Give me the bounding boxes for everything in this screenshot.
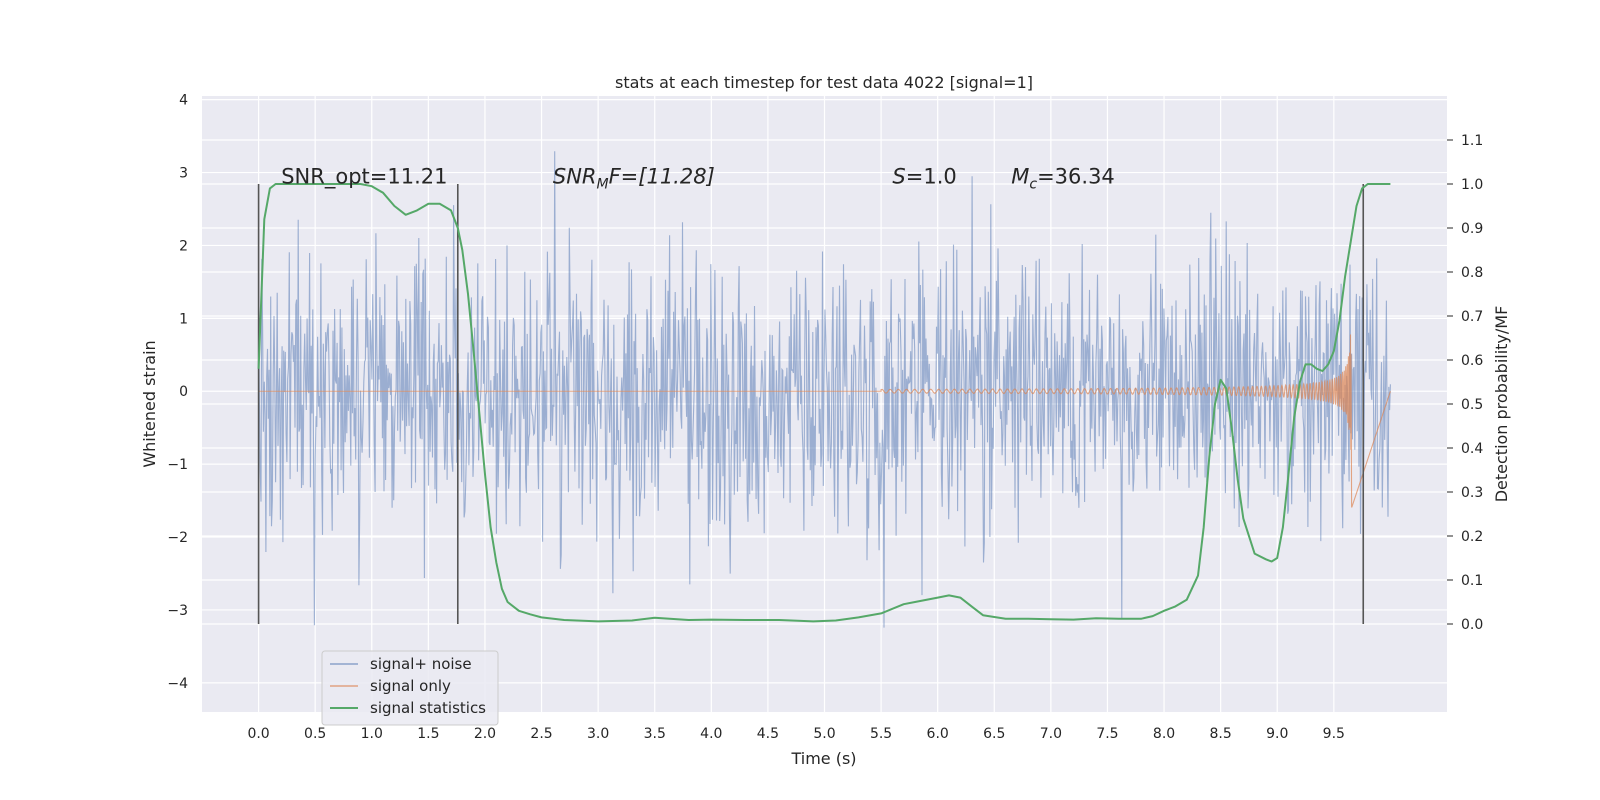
y-axis-label: Whitened strain <box>140 340 159 467</box>
chart-title: stats at each timestep for test data 402… <box>615 73 1033 92</box>
x-tick-label: 2.0 <box>474 726 496 742</box>
stats-line <box>257 183 1391 623</box>
legend: signal+ noise signal only signal statist… <box>321 650 499 726</box>
y-tick-label: −1 <box>167 457 188 473</box>
x-tick-label: 5.5 <box>870 726 892 742</box>
y-tick-label: −4 <box>167 676 188 692</box>
y2-tick-label: 0.6 <box>1461 353 1483 369</box>
legend-label-noise: signal+ noise <box>370 655 472 673</box>
x-axis-ticks: 0.0 0.5 1.0 1.5 2.0 2.5 3.0 3.5 4.0 4.5 5.0 5.5 6.0 6… <box>247 726 1344 742</box>
legend-label-signal: signal only <box>370 677 451 695</box>
x-tick-label: 6.0 <box>927 726 949 742</box>
annotation-text: Mc=36.34 <box>1011 164 1115 192</box>
x-tick-label: 8.5 <box>1210 726 1232 742</box>
legend-box <box>321 650 499 726</box>
x-tick-label: 6.5 <box>983 726 1005 742</box>
y2-tick-label: 0.0 <box>1461 617 1483 633</box>
y2-tick-label: 0.2 <box>1461 529 1483 545</box>
noise-line <box>258 151 1391 628</box>
y2-tick-label: 0.3 <box>1461 485 1483 501</box>
x-tick-label: 1.0 <box>361 726 383 742</box>
y-tick-label: −2 <box>167 530 188 546</box>
x-tick-label: 7.0 <box>1040 726 1062 742</box>
annotations: SNR_opt=11.21 SNRMF=[11.28] S=1.0 Mc=36.34 <box>281 164 1115 192</box>
y2-axis-label: Detection probability/MF <box>1492 306 1511 503</box>
vertical-markers <box>257 184 1365 624</box>
legend-label-stats: signal statistics <box>370 699 486 717</box>
signal-noise-series <box>258 151 1391 628</box>
x-tick-label: 4.5 <box>757 726 779 742</box>
y2-tick-label: 1.1 <box>1461 133 1483 149</box>
y2-tick-label: 0.5 <box>1461 397 1483 413</box>
x-tick-label: 7.5 <box>1096 726 1118 742</box>
annotation-text: SNR_opt=11.21 <box>281 164 447 189</box>
signal-line <box>258 334 1391 508</box>
y-tick-label: 2 <box>179 238 188 254</box>
x-tick-label: 0.5 <box>304 726 326 742</box>
y2-tick-label: 0.8 <box>1461 265 1483 281</box>
y2-tick-label: 0.9 <box>1461 221 1483 237</box>
y-tick-label: 0 <box>179 384 188 400</box>
y-tick-label: 1 <box>179 311 188 327</box>
x-tick-label: 2.5 <box>530 726 552 742</box>
annotation-text: SNRMF=[11.28] <box>553 164 715 192</box>
x-tick-label: 3.5 <box>644 726 666 742</box>
y2-tick-label: 0.1 <box>1461 573 1483 589</box>
y-tick-label: −3 <box>167 603 188 619</box>
x-tick-label: 9.0 <box>1266 726 1288 742</box>
x-tick-label: 9.5 <box>1323 726 1345 742</box>
signal-only-series <box>258 334 1391 508</box>
x-tick-label: 5.0 <box>813 726 835 742</box>
y2-tick-label: 1.0 <box>1461 177 1483 193</box>
x-tick-label: 3.0 <box>587 726 609 742</box>
x-tick-label: 1.5 <box>417 726 439 742</box>
x-tick-label: 4.0 <box>700 726 722 742</box>
annotation-text: S=1.0 <box>892 164 956 188</box>
y-axis-ticks: 4 3 2 1 0 −1 −2 −3 −4 <box>167 93 188 692</box>
x-tick-label: 8.0 <box>1153 726 1175 742</box>
signal-statistics-series <box>257 183 1391 623</box>
x-tick-label: 0.0 <box>247 726 269 742</box>
x-axis-label: Time (s) <box>790 749 856 768</box>
y2-axis-ticks: 1.1 1.0 0.9 0.8 0.7 0.6 0.5 0.4 0.3 0.2 0.1 0.0 <box>1447 133 1483 633</box>
y-tick-label: 4 <box>179 93 188 109</box>
y2-tick-label: 0.7 <box>1461 309 1483 325</box>
y-tick-label: 3 <box>179 166 188 182</box>
y2-tick-label: 0.4 <box>1461 441 1483 457</box>
